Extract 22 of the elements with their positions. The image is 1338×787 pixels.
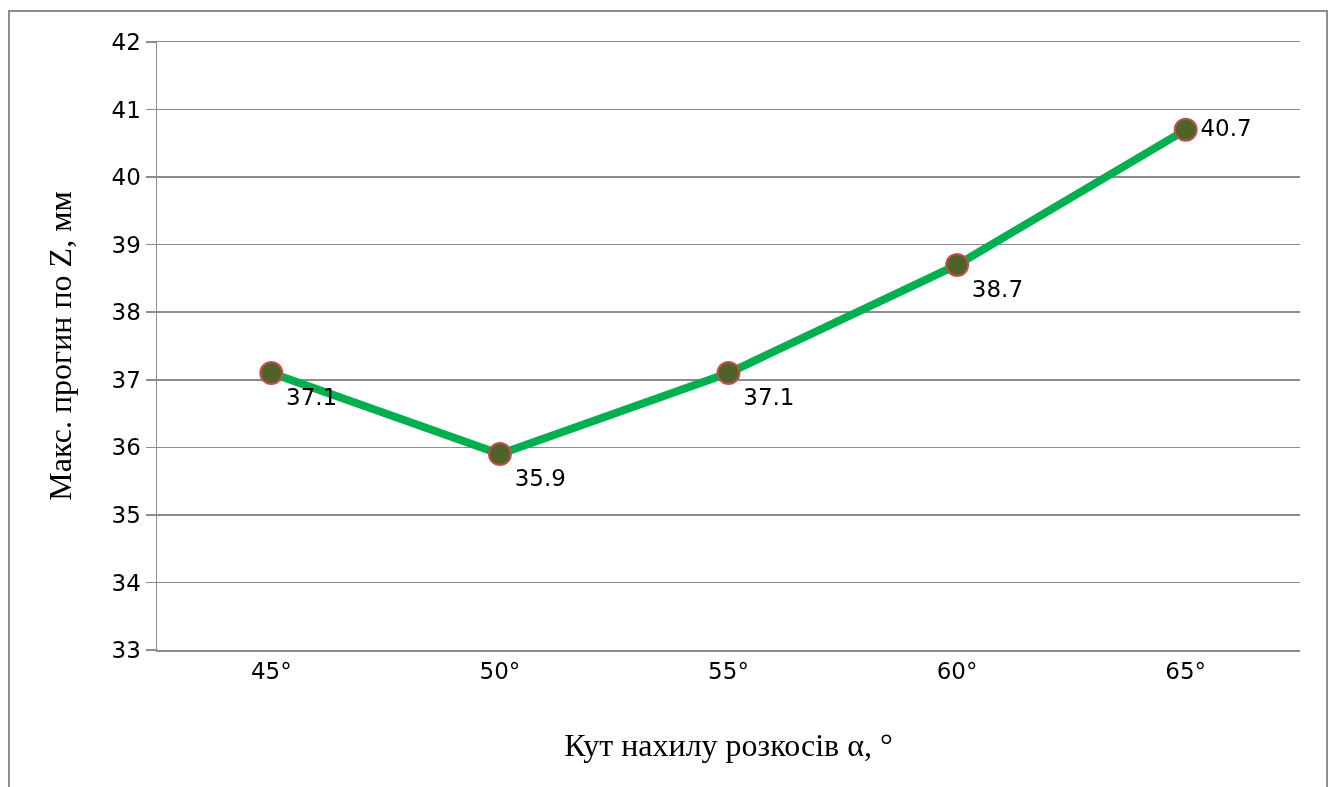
y-tick-label: 36 bbox=[111, 434, 141, 461]
y-tick-label: 33 bbox=[111, 637, 141, 664]
y-tick-label: 41 bbox=[111, 96, 141, 123]
x-tick-label: 55° bbox=[708, 658, 749, 685]
data-label: 38.7 bbox=[971, 275, 1024, 302]
x-tick-label: 65° bbox=[1165, 658, 1207, 685]
x-tick-label: 45° bbox=[250, 658, 292, 685]
y-tick-label: 39 bbox=[111, 231, 141, 258]
x-axis-title: Кут нахилу розкосів α, ° bbox=[564, 726, 893, 763]
data-label: 35.9 bbox=[514, 465, 566, 492]
y-tick-label: 40 bbox=[111, 164, 141, 191]
y-axis-title: Макс. прогин по Z, мм bbox=[42, 191, 79, 501]
y-tick-label: 34 bbox=[111, 569, 141, 596]
y-tick-label: 37 bbox=[111, 366, 141, 393]
data-label: 37.1 bbox=[286, 384, 338, 411]
data-label: 37.1 bbox=[743, 384, 795, 411]
data-label: 40.7 bbox=[1200, 114, 1252, 141]
y-tick-label: 42 bbox=[111, 29, 141, 56]
y-tick-label: 38 bbox=[111, 299, 141, 326]
y-tick-label: 35 bbox=[111, 501, 141, 528]
x-tick-label: 60° bbox=[936, 658, 978, 685]
x-tick-label: 50° bbox=[479, 658, 521, 685]
